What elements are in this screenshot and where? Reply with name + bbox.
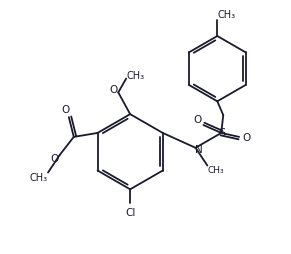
Text: S: S	[219, 128, 226, 138]
Text: O: O	[62, 105, 70, 115]
Text: CH₃: CH₃	[207, 166, 224, 175]
Text: O: O	[242, 133, 250, 143]
Text: O: O	[51, 154, 59, 164]
Text: CH₃: CH₃	[217, 10, 235, 20]
Text: O: O	[194, 115, 202, 125]
Text: N: N	[195, 145, 202, 155]
Text: Cl: Cl	[125, 208, 135, 218]
Text: CH₃: CH₃	[126, 71, 144, 81]
Text: CH₃: CH₃	[29, 173, 47, 183]
Text: O: O	[109, 85, 118, 96]
